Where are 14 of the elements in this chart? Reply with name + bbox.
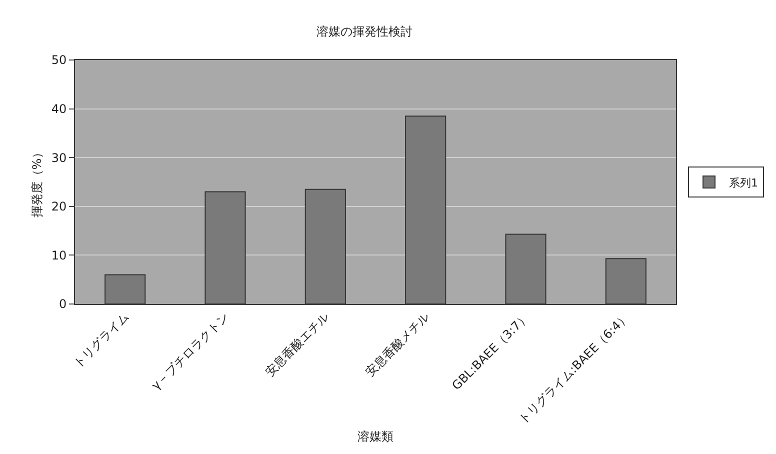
legend-label: 系列1 <box>729 176 758 190</box>
y-tick-label: 40 <box>51 102 67 116</box>
y-tick-label: 20 <box>51 200 67 214</box>
y-tick-label: 10 <box>51 248 67 262</box>
y-tick-label: 30 <box>51 150 67 165</box>
y-tick-label: 0 <box>58 297 67 312</box>
x-axis-title: 溶媒類 <box>358 429 394 444</box>
y-tick-label: 50 <box>51 53 67 68</box>
x-tick-label: 安息香酸メチル <box>362 310 432 380</box>
x-tick-label: γ－ブチロラクトン <box>148 310 232 393</box>
chart-title: 溶媒の揮発性検討 <box>316 24 413 39</box>
x-tick-label: 安息香酸エチル <box>262 310 332 380</box>
y-axis-title: 揮発度（%） <box>30 146 44 218</box>
x-tick-label: トリグライム <box>70 310 132 371</box>
